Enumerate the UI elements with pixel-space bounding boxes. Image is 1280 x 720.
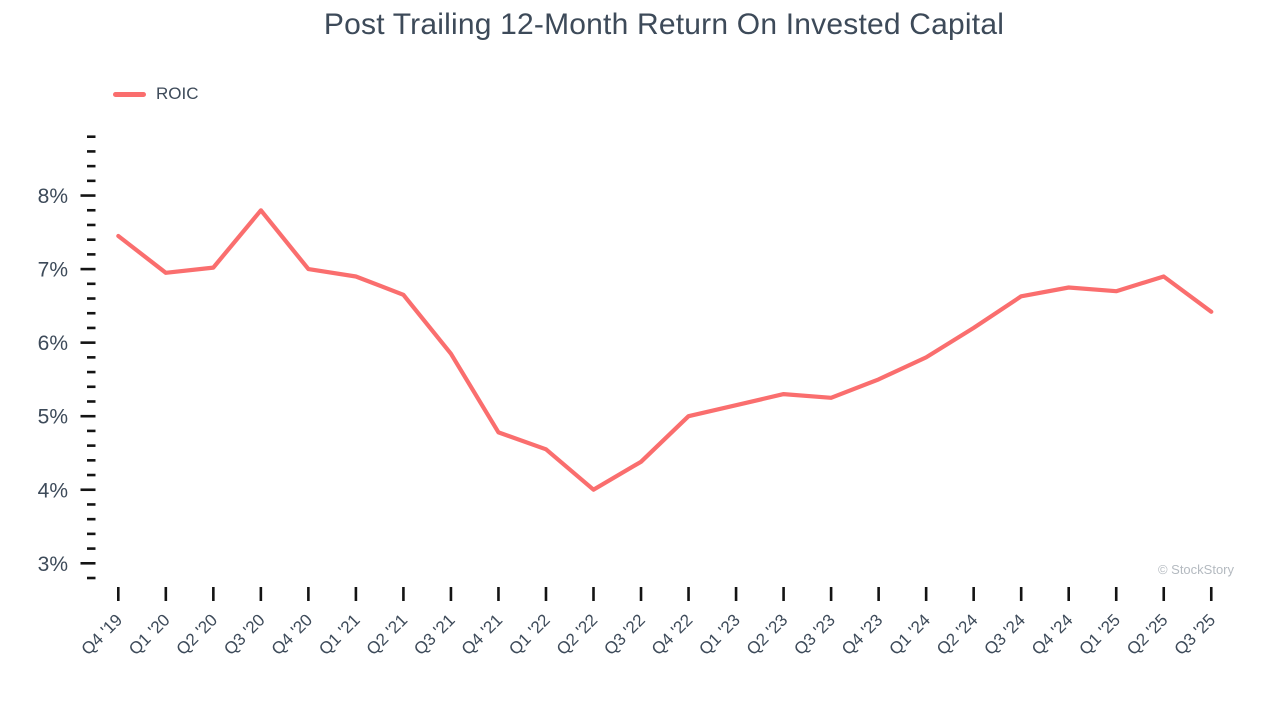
x-tick-label: Q4 '19 bbox=[78, 610, 126, 658]
y-tick-label: 6% bbox=[38, 332, 68, 355]
x-tick-label: Q1 '22 bbox=[505, 610, 553, 658]
y-tick-label: 5% bbox=[38, 406, 68, 429]
x-tick-label: Q3 '23 bbox=[790, 610, 838, 658]
x-tick-label: Q2 '23 bbox=[743, 610, 791, 658]
y-tick-label: 3% bbox=[38, 553, 68, 576]
roic-line bbox=[116, 208, 1214, 492]
y-tick-label: 4% bbox=[38, 479, 68, 502]
chart-title: Post Trailing 12-Month Return On Investe… bbox=[323, 8, 1005, 41]
x-tick-label: Q1 '23 bbox=[695, 610, 743, 658]
x-tick-label: Q3 '21 bbox=[410, 610, 458, 658]
x-tick-label: Q2 '25 bbox=[1123, 610, 1171, 658]
x-tick-label: Q2 '21 bbox=[363, 610, 411, 658]
y-tick-label: 7% bbox=[38, 259, 68, 282]
x-tick-label: Q4 '22 bbox=[648, 610, 696, 658]
x-tick-label: Q3 '24 bbox=[981, 610, 1029, 658]
x-tick-label: Q3 '25 bbox=[1171, 610, 1219, 658]
y-tick-label: 8% bbox=[38, 185, 68, 208]
x-tick-label: Q3 '22 bbox=[600, 610, 648, 658]
x-tick-label: Q3 '20 bbox=[220, 610, 268, 658]
x-tick-label: Q1 '24 bbox=[885, 610, 933, 658]
legend-line-swatch bbox=[113, 91, 146, 97]
watermark: © StockStory bbox=[1157, 562, 1234, 577]
x-tick-label: Q1 '21 bbox=[315, 610, 363, 658]
x-tick-label: Q2 '24 bbox=[933, 610, 981, 658]
legend: ROIC bbox=[113, 84, 199, 104]
x-tick-label: Q4 '21 bbox=[458, 610, 506, 658]
x-tick-label: Q4 '20 bbox=[268, 610, 316, 658]
x-tick-label: Q4 '24 bbox=[1028, 610, 1076, 658]
legend-label: ROIC bbox=[156, 84, 199, 103]
x-tick-label: Q1 '25 bbox=[1076, 610, 1124, 658]
x-tick-label: Q2 '20 bbox=[173, 610, 221, 658]
x-tick-label: Q2 '22 bbox=[553, 610, 601, 658]
x-tick-label: Q4 '23 bbox=[838, 610, 886, 658]
x-tick-label: Q1 '20 bbox=[125, 610, 173, 658]
